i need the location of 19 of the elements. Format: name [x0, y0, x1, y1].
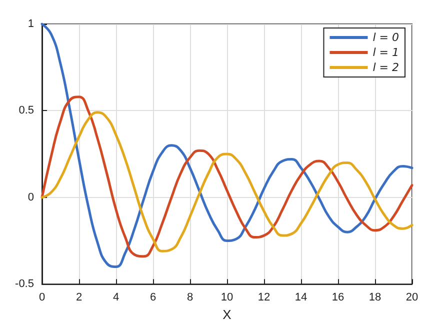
- x-tick-label: 6: [150, 292, 156, 304]
- y-tick-label: -0.5: [15, 278, 34, 290]
- x-tick-label: 12: [258, 292, 270, 304]
- x-tick-label: 18: [368, 292, 382, 304]
- legend-label: l = 0: [372, 31, 399, 44]
- legend-label: l = 1: [372, 46, 399, 59]
- x-tick-label: 16: [332, 292, 344, 304]
- x-tick-label: 8: [186, 292, 194, 304]
- x-tick-label: 14: [294, 292, 308, 304]
- x-tick-label: 10: [220, 292, 234, 304]
- y-tick-label: 1: [28, 18, 34, 30]
- x-axis-title: X: [222, 307, 232, 322]
- y-tick-label: 0: [28, 191, 34, 204]
- x-tick-label: 0: [38, 292, 46, 304]
- x-tick-label: 20: [406, 292, 418, 304]
- x-tick-label: 2: [76, 292, 82, 304]
- legend-label: l = 2: [372, 61, 399, 74]
- x-tick-label: 4: [112, 292, 120, 304]
- y-tick-label: 0.5: [18, 104, 34, 117]
